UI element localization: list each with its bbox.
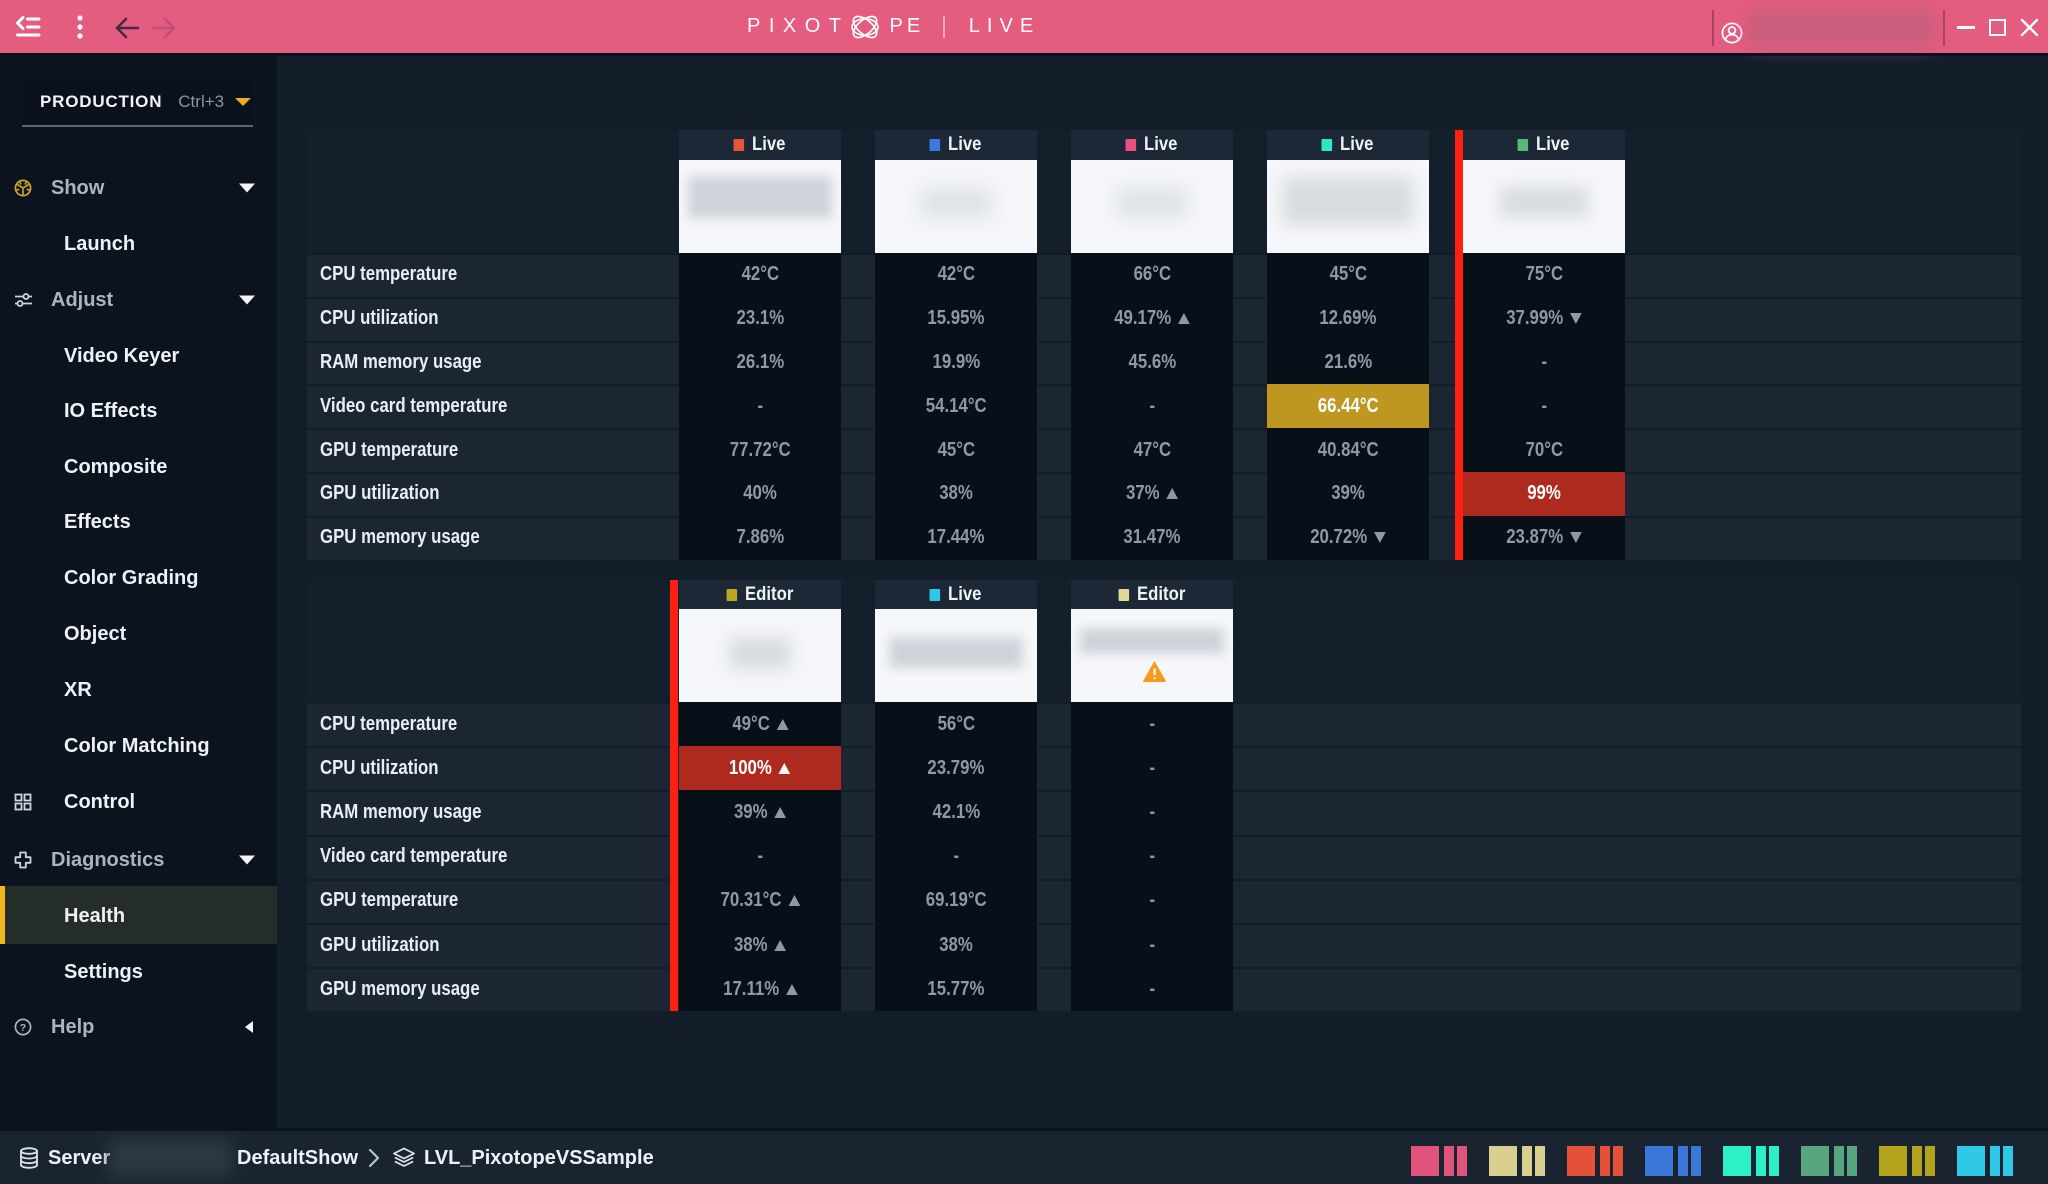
svg-text:?: ? — [20, 1022, 26, 1034]
